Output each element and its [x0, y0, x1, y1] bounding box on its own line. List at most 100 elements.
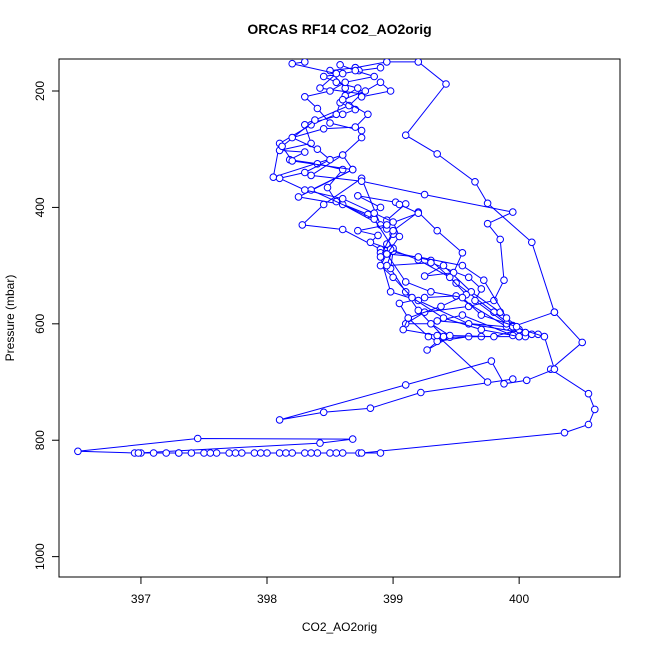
data-point	[200, 449, 208, 457]
data-point	[591, 405, 599, 414]
data-point	[351, 66, 360, 75]
data-point	[512, 322, 521, 331]
data-point	[275, 449, 284, 457]
data-point	[420, 190, 429, 199]
data-point	[490, 332, 498, 341]
data-point	[401, 288, 410, 296]
data-point	[225, 449, 233, 457]
data-point	[250, 449, 259, 457]
data-point	[288, 449, 297, 457]
data-point	[376, 63, 385, 72]
data-point	[336, 61, 344, 69]
data-point	[326, 155, 334, 164]
data-point	[446, 331, 454, 340]
data-point	[584, 420, 593, 429]
data-point	[206, 449, 215, 457]
data-point	[414, 253, 423, 261]
data-point	[496, 235, 505, 244]
data-point	[433, 226, 442, 235]
series-line	[77, 61, 596, 454]
data-point	[313, 104, 322, 113]
data-point	[414, 306, 423, 315]
data-point	[338, 69, 347, 78]
data-point	[319, 125, 328, 133]
data-point	[301, 148, 309, 156]
plot-area	[74, 59, 599, 457]
data-point	[408, 293, 416, 302]
data-point	[288, 133, 297, 142]
data-point	[231, 449, 240, 457]
data-point	[376, 203, 385, 212]
data-point	[550, 308, 559, 317]
data-point	[578, 338, 587, 347]
data-point	[401, 278, 410, 286]
data-point	[288, 59, 297, 68]
data-point	[316, 439, 324, 447]
data-point	[275, 174, 284, 183]
data-point	[395, 200, 404, 209]
data-point	[427, 288, 435, 296]
data-point	[338, 225, 347, 234]
data-point	[298, 221, 307, 229]
y-tick-label: 800	[33, 430, 47, 450]
data-point	[357, 133, 366, 142]
data-point	[401, 381, 410, 389]
data-point	[389, 218, 397, 226]
series-line	[379, 253, 526, 338]
data-point	[383, 221, 391, 229]
data-point	[193, 434, 202, 443]
data-point	[483, 219, 492, 228]
data-point	[332, 78, 341, 87]
data-point	[74, 447, 82, 456]
data-point	[319, 408, 328, 417]
data-point	[357, 449, 366, 457]
data-point	[433, 331, 442, 340]
data-point	[326, 449, 334, 457]
y-axis: 200 400 600 800 1000	[33, 81, 60, 570]
data-point	[338, 449, 347, 457]
data-point	[364, 110, 372, 119]
data-point	[383, 250, 391, 258]
data-point	[458, 249, 467, 257]
data-point	[332, 69, 341, 78]
data-point	[313, 145, 322, 153]
data-point	[301, 93, 309, 101]
data-point	[515, 332, 523, 341]
y-tick-label: 1000	[33, 543, 47, 570]
data-point	[269, 173, 278, 181]
data-point	[442, 80, 450, 88]
data-point	[483, 378, 492, 386]
data-point	[458, 311, 467, 319]
data-point	[471, 296, 479, 305]
data-point	[357, 93, 366, 101]
chart-title: ORCAS RF14 CO2_AO2orig	[247, 21, 431, 37]
data-point	[370, 209, 379, 217]
data-point	[311, 116, 319, 124]
x-tick-label: 398	[257, 592, 277, 606]
data-point	[338, 165, 347, 174]
data-point	[483, 199, 492, 208]
data-point	[338, 151, 347, 159]
data-point	[433, 317, 442, 325]
data-point	[471, 178, 479, 186]
data-point	[464, 273, 473, 282]
data-point	[560, 428, 569, 437]
data-point	[414, 296, 423, 305]
data-point	[162, 449, 170, 457]
data-point	[414, 59, 423, 66]
data-point	[437, 302, 445, 311]
data-point	[351, 123, 360, 131]
data-point	[256, 449, 265, 457]
data-point	[301, 168, 309, 177]
data-point	[357, 177, 366, 185]
data-point	[376, 261, 385, 270]
data-point	[366, 238, 375, 247]
data-point	[477, 325, 486, 334]
data-point	[326, 87, 334, 95]
data-point	[307, 171, 315, 180]
data-point	[399, 325, 408, 334]
data-point	[500, 276, 508, 285]
data-point	[522, 376, 531, 385]
data-point	[348, 165, 357, 174]
series-line	[278, 81, 517, 328]
